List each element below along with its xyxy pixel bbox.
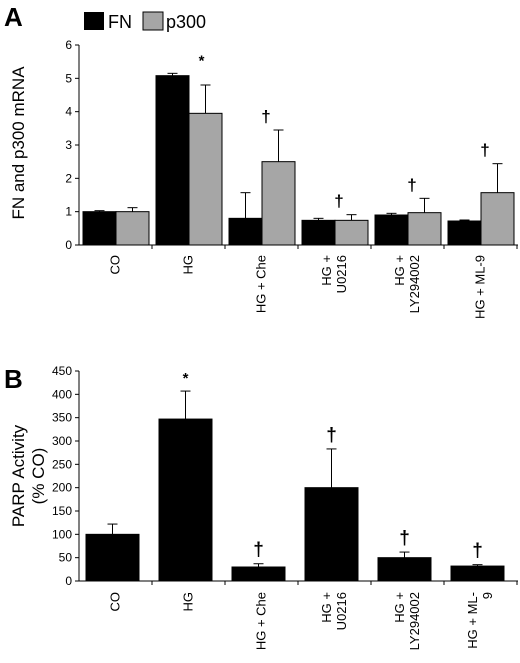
panel-b-significance-mark: * — [183, 370, 189, 387]
panel-b-y-axis-label-line-1: PARP Activity — [9, 424, 28, 527]
legend-swatch-fn — [84, 12, 104, 30]
panel-a-category-label: HG — [181, 255, 196, 275]
panel-a-bar-fn — [155, 75, 190, 246]
panel-a-category-label: U0216 — [334, 255, 349, 293]
panel-a: A FN p300 FN and p300 mRNA 0 1 2 3 4 5 6 * † † † †… — [4, 2, 518, 319]
panel-b-y-tick-label: 0 — [65, 574, 72, 588]
panel-b-y-tick-label: 50 — [59, 551, 73, 565]
panel-b-category-label: HG + ML- — [465, 592, 480, 649]
panel-b-category-label: U0216 — [334, 592, 349, 630]
panel-b-significance-mark: † — [472, 541, 483, 562]
panel-a-bar-p300 — [334, 219, 369, 246]
panel-a-bar-p300 — [261, 161, 296, 246]
panel-a-category-label: HG + — [319, 255, 334, 286]
panel-a-bar-p300 — [115, 211, 150, 246]
panel-a-significance-mark: † — [334, 192, 343, 211]
panel-b-y-tick-label: 250 — [52, 457, 72, 471]
panel-a-significance-mark: † — [261, 107, 270, 126]
panel-b-y-tick-label: 300 — [52, 434, 72, 448]
panel-b: B PARP Activity (% CO) 0 50 100 150 200 250 30… — [4, 364, 518, 650]
panel-b-letter: B — [4, 364, 23, 394]
panel-b-y-tick-label: 150 — [52, 504, 72, 518]
panel-a-bar-fn — [82, 211, 117, 246]
panel-a-significance-mark: † — [407, 175, 416, 194]
panel-b-significance-mark: † — [399, 528, 410, 549]
panel-a-y-tick-label: 0 — [65, 238, 72, 252]
panel-b-category-label: HG + Che — [254, 592, 269, 650]
panel-b-bar-parp — [304, 487, 359, 582]
panel-a-significance-mark: † — [480, 141, 489, 160]
panel-b-bar-parp — [231, 566, 286, 582]
panel-a-y-tick-label: 6 — [65, 38, 72, 52]
panel-b-category-label: LY294002 — [407, 592, 422, 650]
panel-a-bar-fn — [374, 214, 409, 246]
panel-b-y-tick-label: 100 — [52, 527, 72, 541]
panel-b-y-tick-label: 400 — [52, 387, 72, 401]
panel-b-y-tick-label: 200 — [52, 481, 72, 495]
panel-b-y-tick-label: 350 — [52, 411, 72, 425]
panel-a-y-tick-label: 1 — [65, 205, 72, 219]
panel-a-y-axis-label: FN and p300 mRNA — [9, 66, 28, 220]
panel-a-bar-fn — [447, 220, 482, 246]
panel-b-category-label: HG + — [319, 592, 334, 623]
panel-b-category-label: CO — [108, 592, 123, 612]
panel-b-bar-parp — [85, 533, 140, 582]
panel-a-y-tick-label: 5 — [65, 71, 72, 85]
panel-a-bar-p300 — [188, 112, 223, 246]
legend-label-fn: FN — [108, 12, 132, 32]
panel-a-bar-p300 — [480, 192, 515, 246]
panel-a-category-label: LY294002 — [407, 255, 422, 313]
panel-b-category-label: 9 — [480, 592, 495, 599]
panel-a-category-label: HG + ML-9 — [473, 255, 488, 319]
legend-swatch-p300 — [142, 11, 164, 31]
panel-b-bar-parp — [158, 418, 213, 582]
panel-a-category-label: CO — [108, 255, 123, 275]
legend-label-p300: p300 — [166, 12, 206, 32]
panel-a-y-tick-label: 3 — [65, 138, 72, 152]
panel-b-category-label: HG + — [392, 592, 407, 623]
panel-a-category-label: HG + — [392, 255, 407, 286]
panel-a-y-tick-label: 4 — [65, 105, 72, 119]
panel-a-y-tick-label: 2 — [65, 171, 72, 185]
panel-b-significance-mark: † — [253, 540, 264, 561]
panel-a-bar-fn — [301, 219, 336, 246]
panel-b-category-label: HG — [181, 592, 196, 612]
panel-b-bar-parp — [450, 565, 505, 582]
panel-a-letter: A — [4, 2, 23, 32]
panel-b-significance-mark: † — [326, 425, 337, 446]
panel-a-category-label: HG + Che — [254, 255, 269, 313]
panel-a-bar-fn — [228, 217, 263, 246]
panel-b-y-tick-label: 450 — [52, 364, 72, 378]
panel-a-bar-p300 — [407, 212, 442, 246]
panel-a-significance-mark: * — [199, 52, 205, 69]
panel-b-bar-parp — [377, 557, 432, 582]
panel-b-y-axis-label-line-2: (% CO) — [29, 448, 48, 505]
